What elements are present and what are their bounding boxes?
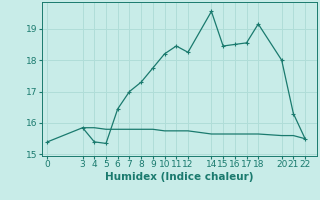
- X-axis label: Humidex (Indice chaleur): Humidex (Indice chaleur): [105, 172, 253, 182]
